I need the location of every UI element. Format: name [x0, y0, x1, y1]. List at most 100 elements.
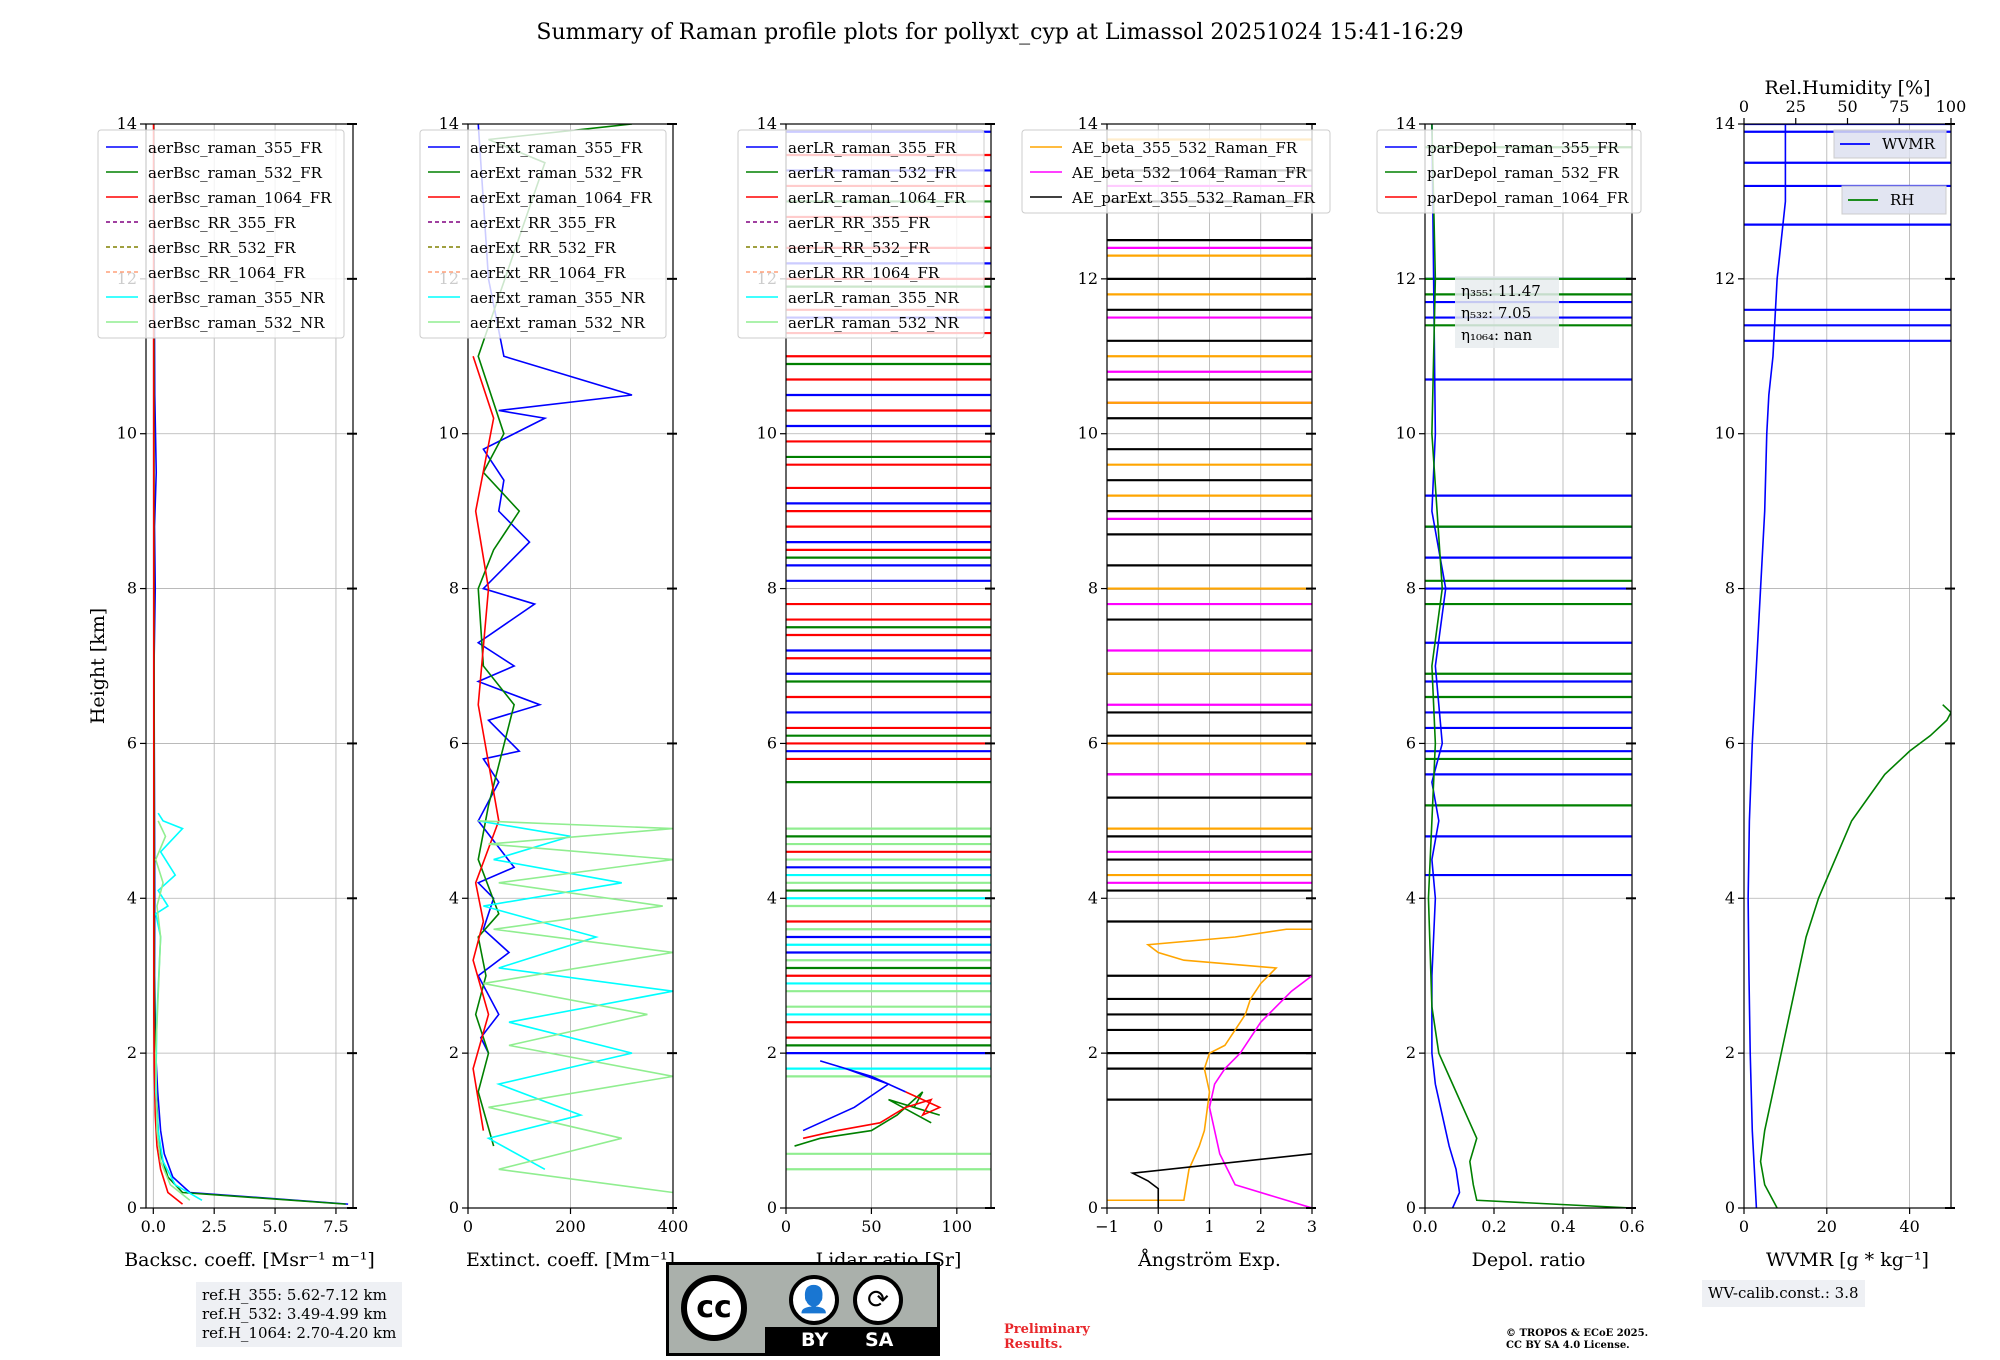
axes-frame: [1424, 123, 1633, 1209]
x-tick-label: 7.5: [323, 1217, 348, 1236]
ref-height-1064: ref.H_1064: 2.70-4.20 km: [202, 1324, 397, 1342]
y-tick-label: 8: [127, 579, 137, 598]
y-tick-label: 10: [757, 424, 777, 443]
legend-box: [1021, 129, 1331, 214]
series-aerExt_raman_355_NR: [478, 820, 673, 1170]
y-tick-label: 8: [767, 579, 777, 598]
license-bar: [765, 1327, 937, 1353]
legend-label: aerBsc_raman_532_NR: [148, 314, 325, 332]
legend-label: aerBsc_raman_1064_FR: [148, 189, 332, 207]
x-axis-label: Backsc. coeff. [Msr⁻¹ m⁻¹]: [124, 1249, 375, 1271]
legend-label: aerExt_RR_532_FR: [470, 239, 617, 257]
top-x-tick-label: 100: [1936, 97, 1967, 116]
legend-label: aerBsc_raman_532_FR: [148, 164, 323, 182]
preliminary-note: Preliminary Results.: [1004, 1322, 1090, 1352]
legend-label: aerLR_RR_532_FR: [788, 239, 930, 257]
series-parDepol_raman_532_FR: [1427, 124, 1632, 1208]
legend-label: AE_beta_355_532_Raman_FR: [1071, 139, 1298, 157]
legend-label: aerExt_RR_355_FR: [470, 214, 617, 232]
legend-label: RH: [1890, 191, 1914, 209]
y-tick-label: 12: [1078, 269, 1098, 288]
legend: AE_beta_355_532_Raman_FR AE_beta_532_1064…: [1021, 129, 1331, 214]
preliminary-line-2: Results.: [1004, 1337, 1063, 1352]
series-aerExt_raman_532_NR: [478, 820, 673, 1194]
legend-label: aerExt_RR_1064_FR: [470, 264, 626, 282]
x-tick-label: 5.0: [262, 1217, 287, 1236]
y-tick-label: 6: [1406, 733, 1416, 752]
person-icon: 👤: [789, 1275, 839, 1325]
legend-label: aerLR_raman_532_NR: [788, 314, 959, 332]
y-tick-label: 14: [1396, 114, 1416, 133]
legend-label: aerBsc_RR_532_FR: [148, 239, 296, 257]
legend-label: aerExt_raman_532_FR: [470, 164, 643, 182]
y-tick-label: 12: [1396, 269, 1416, 288]
y-tick-label: 4: [449, 888, 459, 907]
series-aerExt_raman_532_FR: [474, 124, 633, 1147]
legend-label: aerLR_raman_355_FR: [788, 139, 957, 157]
legend-label: aerLR_RR_1064_FR: [788, 264, 940, 282]
series-AE_parExt_355_532_Raman_FR: [1129, 1153, 1312, 1208]
top-x-tick-label: 0: [1739, 97, 1749, 116]
y-tick-label: 14: [117, 114, 137, 133]
x-tick-label: 200: [555, 1217, 586, 1236]
axes-frame: [145, 123, 354, 1209]
x-axis-label: Ångström Exp.: [1137, 1249, 1281, 1271]
series-aerBsc_raman_355_NR: [154, 812, 203, 1201]
series-aerBsc_raman_1064_FR: [152, 124, 184, 1205]
y-tick-label: 14: [1715, 114, 1735, 133]
legend-label: aerBsc_RR_1064_FR: [148, 264, 306, 282]
y-tick-label: 0: [127, 1198, 137, 1217]
y-tick-label: 6: [1088, 733, 1098, 752]
cc-license-badge[interactable]: cc 👤 ⟳ BY SA: [666, 1262, 940, 1356]
copyright-line-1: © TROPOS & ECoE 2025.: [1506, 1328, 1649, 1339]
legend-label: aerLR_raman_532_FR: [788, 164, 957, 182]
x-tick-label: 0: [1153, 1217, 1163, 1236]
x-tick-label: 50: [861, 1217, 881, 1236]
legend: aerBsc_raman_355_FR aerBsc_raman_532_FRae…: [97, 129, 345, 339]
legend-label: AE_parExt_355_532_Raman_FR: [1071, 189, 1316, 207]
y-tick-label: 12: [1715, 269, 1735, 288]
y-tick-label: 0: [1406, 1198, 1416, 1217]
copyright-line-2: CC BY SA 4.0 License.: [1506, 1340, 1630, 1351]
x-tick-label: 3: [1307, 1217, 1317, 1236]
x-tick-label: 1: [1204, 1217, 1214, 1236]
y-tick-label: 8: [1088, 579, 1098, 598]
x-tick-label: 100: [942, 1217, 973, 1236]
top-x-axis-label: Rel.Humidity [%]: [1764, 77, 1930, 99]
x-tick-label: 0: [781, 1217, 791, 1236]
x-tick-label: 0: [463, 1217, 473, 1236]
x-tick-label: 2: [1256, 1217, 1266, 1236]
y-tick-label: 4: [1406, 888, 1416, 907]
x-axis-label: WVMR [g * kg⁻¹]: [1766, 1249, 1929, 1271]
legend-label: parDepol_raman_532_FR: [1427, 164, 1620, 182]
legend: aerLR_raman_355_FR aerLR_raman_532_FR aerL…: [737, 129, 985, 339]
y-axis-label: Height [km]: [87, 608, 109, 724]
legend-label: aerBsc_raman_355_FR: [148, 139, 323, 157]
legend-label: aerExt_raman_1064_FR: [470, 189, 652, 207]
y-tick-label: 6: [449, 733, 459, 752]
top-x-tick-label: 25: [1786, 97, 1806, 116]
x-tick-label: 2.5: [201, 1217, 226, 1236]
y-tick-label: 4: [1088, 888, 1098, 907]
legend-label: parDepol_raman_355_FR: [1427, 139, 1620, 157]
series-AE_beta_532_1064_Raman_FR: [1208, 975, 1312, 1208]
y-tick-label: 6: [767, 733, 777, 752]
x-tick-label: 0.4: [1550, 1217, 1575, 1236]
axes-frame: [785, 123, 992, 1209]
legend-label: aerExt_raman_355_NR: [470, 289, 646, 307]
y-tick-label: 2: [1088, 1043, 1098, 1062]
legend-box: [419, 129, 667, 339]
y-tick-label: 2: [127, 1043, 137, 1062]
annotation-box: [1455, 276, 1559, 348]
x-axis-label: Extinct. coeff. [Mm⁻¹]: [466, 1249, 675, 1271]
series-aerExt_raman_1064_FR: [472, 356, 500, 1131]
series-WVMR: [1747, 124, 1787, 1208]
y-tick-label: 4: [127, 888, 137, 907]
y-tick-label: 2: [1725, 1043, 1735, 1062]
y-tick-label: 10: [117, 424, 137, 443]
y-tick-label: 10: [1715, 424, 1735, 443]
legend-label: aerExt_raman_532_NR: [470, 314, 646, 332]
